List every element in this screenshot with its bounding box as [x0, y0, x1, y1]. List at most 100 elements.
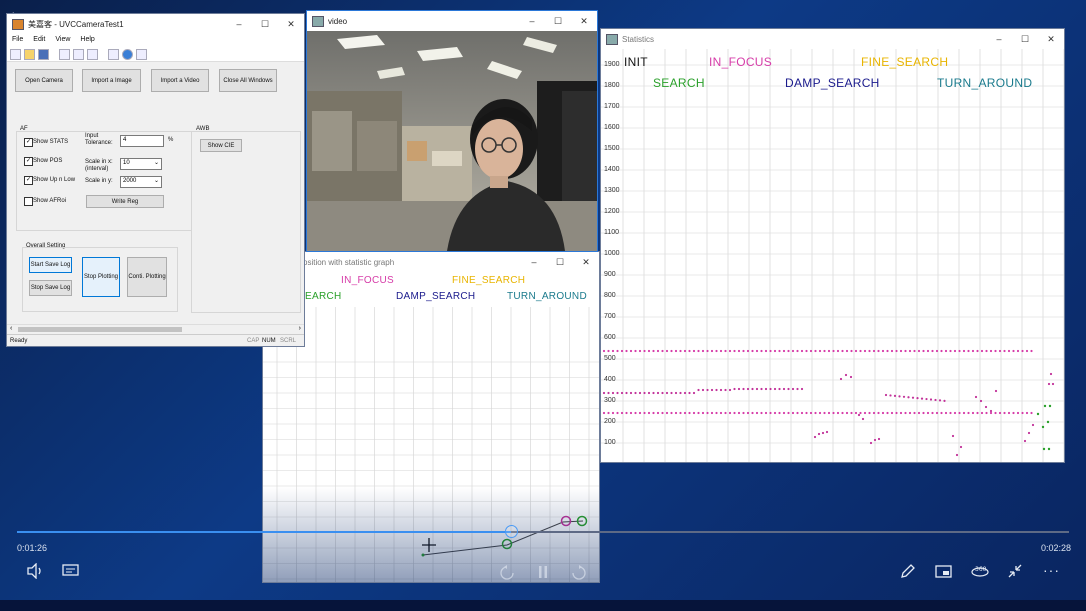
- horizontal-scrollbar[interactable]: ‹ ›: [7, 324, 304, 334]
- stats-dot: [773, 387, 777, 391]
- input-tolerance-field[interactable]: 4: [120, 135, 164, 147]
- pos-dot: [1042, 447, 1046, 451]
- stats-dot: [782, 387, 786, 391]
- show-afroi-checkbox[interactable]: [24, 197, 33, 206]
- copy-icon[interactable]: [73, 48, 84, 60]
- menu-help[interactable]: Help: [80, 36, 95, 43]
- show-up-low-checkbox[interactable]: ✓: [24, 176, 33, 185]
- stop-save-log-button[interactable]: Stop Save Log: [29, 280, 72, 296]
- maximize-button[interactable]: ☐: [1020, 33, 1030, 44]
- pos-dot: [1046, 420, 1050, 424]
- menu-edit[interactable]: Edit: [33, 36, 46, 43]
- minimize-button[interactable]: –: [531, 257, 537, 267]
- upper-lower-dot: [1025, 411, 1029, 415]
- minimize-button[interactable]: –: [996, 34, 1002, 44]
- upper-lower-dot: [845, 349, 849, 353]
- open-icon[interactable]: [24, 48, 35, 60]
- menu-view[interactable]: View: [55, 36, 71, 43]
- seek-thumb[interactable]: [505, 525, 518, 538]
- import-video-button[interactable]: Import a Video: [151, 69, 209, 92]
- show-pos-checkbox[interactable]: ✓: [24, 157, 33, 166]
- volume-icon[interactable]: [26, 562, 44, 584]
- maximize-button[interactable]: ☐: [553, 15, 563, 26]
- upper-lower-dot: [670, 411, 673, 415]
- open-camera-button[interactable]: Open Camera: [15, 69, 73, 92]
- save-icon[interactable]: [38, 48, 49, 60]
- stop-plotting-button[interactable]: Stop Plotting: [82, 257, 120, 297]
- context-help-icon[interactable]: [136, 48, 147, 60]
- upper-lower-dot: [976, 411, 979, 415]
- upper-lower-dot: [755, 349, 759, 353]
- video-titlebar[interactable]: video – ☐ ✕: [307, 11, 597, 31]
- stats-dot: [994, 389, 998, 393]
- upper-lower-dot: [859, 411, 862, 415]
- stats-dot: [884, 393, 888, 397]
- scale-y-select[interactable]: 2000 ⌄: [120, 176, 162, 188]
- new-icon[interactable]: [10, 48, 21, 60]
- upper-lower-dot: [841, 349, 844, 353]
- upper-lower-dot: [710, 411, 714, 415]
- main-titlebar[interactable]: 美嘉客 - UVCCameraTest1 – ☐ ✕: [7, 14, 304, 34]
- write-reg-button[interactable]: Write Reg: [86, 195, 164, 208]
- upper-lower-dot: [638, 349, 642, 353]
- menu-file[interactable]: File: [12, 36, 24, 43]
- help-icon[interactable]: [122, 48, 133, 60]
- scroll-right-arrow[interactable]: ›: [298, 325, 301, 332]
- scale-x-select[interactable]: 10 ⌄: [120, 158, 162, 170]
- upper-lower-dot: [791, 349, 795, 353]
- minimize-button[interactable]: –: [236, 19, 242, 29]
- more-options-icon[interactable]: ···: [1043, 562, 1060, 578]
- minimize-button[interactable]: –: [529, 16, 535, 26]
- rewind-10-icon[interactable]: [498, 565, 516, 586]
- overall-setting-label: Overall Setting: [26, 243, 66, 249]
- upper-lower-dot: [899, 349, 903, 353]
- stats-dot: [674, 391, 678, 395]
- stats-dot: [629, 391, 633, 395]
- upper-lower-dot: [944, 411, 948, 415]
- upper-lower-dot: [980, 349, 984, 353]
- show-stats-checkbox[interactable]: ✓: [24, 138, 33, 147]
- stats-dot: [665, 391, 669, 395]
- forward-30-icon[interactable]: [570, 565, 588, 586]
- upper-lower-dot: [728, 349, 732, 353]
- upper-lower-dot: [796, 349, 799, 353]
- tag-search: EARCH: [305, 291, 342, 302]
- pos-dot: [421, 553, 425, 557]
- mini-view-icon[interactable]: [935, 565, 952, 583]
- maximize-button[interactable]: ☐: [555, 256, 565, 267]
- upper-lower-dot: [998, 349, 1002, 353]
- close-button[interactable]: ✕: [582, 256, 590, 267]
- y-axis-label: 600: [604, 334, 616, 341]
- statistics-titlebar[interactable]: Statistics – ☐ ✕: [601, 29, 1064, 49]
- import-image-button[interactable]: Import a Image: [82, 69, 141, 92]
- subtitles-icon[interactable]: [62, 564, 79, 583]
- scroll-left-arrow[interactable]: ‹: [10, 325, 13, 332]
- scale-x-label: Scale in x: (interval): [85, 159, 113, 172]
- pen-icon[interactable]: [900, 563, 916, 584]
- upper-lower-dot: [814, 411, 817, 415]
- start-save-log-button[interactable]: Start Save Log: [29, 257, 72, 273]
- print-icon[interactable]: [108, 48, 119, 60]
- stats-dot: [1027, 431, 1031, 435]
- pos-trace-line: [422, 520, 584, 556]
- scroll-thumb[interactable]: [18, 327, 182, 332]
- pause-icon[interactable]: [538, 565, 548, 584]
- stats-dot: [934, 398, 937, 402]
- close-button[interactable]: ✕: [1047, 33, 1055, 44]
- paste-icon[interactable]: [87, 48, 98, 60]
- exit-fullscreen-icon[interactable]: [1007, 563, 1023, 584]
- seek-bar[interactable]: [17, 525, 1069, 538]
- close-button[interactable]: ✕: [287, 18, 295, 29]
- position-titlebar[interactable]: osition with statistic graph – ☐ ✕: [263, 252, 599, 272]
- stats-dot: [710, 388, 714, 392]
- stats-dot: [751, 387, 754, 391]
- stats-dot: [661, 391, 664, 395]
- upper-lower-dot: [733, 349, 736, 353]
- show-cie-button[interactable]: Show CIE: [200, 139, 242, 152]
- conti-plotting-button[interactable]: Conti. Plotting: [127, 257, 167, 297]
- close-all-windows-button[interactable]: Close All Windows: [219, 69, 277, 92]
- cut-icon[interactable]: [59, 48, 70, 60]
- 360-view-icon[interactable]: 360: [971, 563, 989, 584]
- close-button[interactable]: ✕: [580, 15, 588, 26]
- maximize-button[interactable]: ☐: [260, 18, 270, 29]
